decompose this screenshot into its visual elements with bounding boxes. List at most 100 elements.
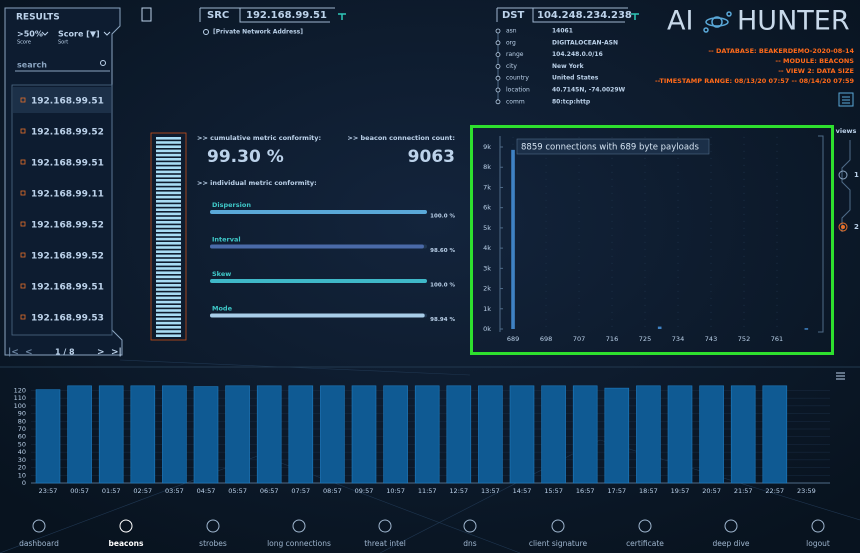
cumulative-label: >> cumulative metric conformity: [197, 134, 321, 142]
bar[interactable] [572, 385, 598, 484]
nav-item[interactable]: strobes [199, 539, 227, 548]
y-tick-label: 60 [18, 433, 26, 441]
filter-icon[interactable] [631, 13, 639, 20]
bar[interactable] [762, 385, 788, 484]
bar[interactable] [730, 385, 756, 484]
result-ip[interactable]: 192.168.99.52 [31, 128, 104, 138]
note-icon [203, 29, 209, 35]
meter-cell [156, 187, 181, 190]
y-tick-label: 20 [18, 464, 26, 472]
nav-icon[interactable] [378, 519, 392, 533]
result-ip[interactable]: 192.168.99.51 [31, 159, 104, 169]
meter-cell [156, 170, 181, 174]
bar[interactable] [383, 385, 408, 484]
search-input[interactable]: search [17, 61, 47, 70]
nav-item[interactable]: beacons [109, 539, 144, 548]
result-ip[interactable]: 192.168.99.51 [31, 97, 104, 107]
bar[interactable] [320, 385, 345, 484]
x-tick-label: 707 [573, 335, 585, 343]
result-ip[interactable]: 192.168.99.11 [31, 190, 104, 200]
bar[interactable] [288, 385, 314, 484]
nav-icon[interactable] [811, 519, 825, 533]
filter-icon[interactable] [338, 13, 346, 20]
nav-item[interactable]: certificate [626, 539, 664, 548]
result-ip[interactable]: 192.168.99.53 [31, 314, 104, 324]
bar[interactable] [667, 385, 693, 484]
results-title: RESULTS [16, 13, 60, 23]
bar[interactable] [414, 385, 440, 484]
x-tick-label: 17:57 [607, 487, 626, 495]
nav-item[interactable]: deep dive [712, 539, 749, 548]
field-value: 104.248.0.0/16 [552, 51, 603, 58]
bar[interactable] [509, 385, 535, 484]
list-icon[interactable] [838, 92, 854, 107]
nav-item[interactable]: dashboard [19, 539, 59, 548]
meter-cell [156, 204, 181, 207]
nav-icon[interactable] [551, 519, 565, 533]
meter-cell [156, 313, 181, 316]
meter-cell [156, 149, 181, 153]
bar[interactable] [162, 385, 187, 484]
meter-cell [156, 317, 181, 321]
filter[interactable]: Score [▼] [58, 30, 100, 39]
bar[interactable] [604, 387, 630, 484]
field-key: city [506, 63, 517, 70]
nav-item[interactable]: logout [806, 539, 830, 548]
pager-prev[interactable]: < [25, 348, 33, 358]
meter-cell [156, 158, 181, 161]
nav-icon[interactable] [119, 519, 133, 533]
bar[interactable] [67, 385, 92, 484]
nav-item[interactable]: dns [463, 539, 477, 548]
result-ip[interactable]: 192.168.99.52 [31, 221, 104, 231]
field-value: New York [552, 63, 585, 70]
bar[interactable] [98, 385, 124, 484]
pager-last[interactable]: >| [111, 348, 122, 358]
view-option[interactable] [838, 170, 848, 180]
pager-first[interactable]: |< [8, 348, 19, 358]
meter-cell [156, 296, 181, 300]
meter-cell [156, 309, 181, 312]
dst-frame [496, 7, 628, 23]
nav-icon[interactable] [463, 519, 477, 533]
nav-item[interactable]: long connections [267, 539, 331, 548]
result-ip[interactable]: 192.168.99.51 [31, 283, 104, 293]
metric-value: 98.94 % [430, 317, 455, 323]
filter[interactable]: >50% [17, 30, 43, 39]
y-tick-label: 50 [18, 440, 26, 448]
x-tick-label: 16:57 [576, 487, 595, 495]
pager-next[interactable]: > [97, 348, 105, 358]
db-icon[interactable] [141, 7, 152, 22]
bar[interactable] [478, 385, 503, 484]
bar[interactable] [256, 385, 282, 484]
nav-icon[interactable] [638, 519, 652, 533]
menu-icon[interactable] [836, 372, 845, 380]
bar[interactable] [35, 389, 61, 484]
meter-cell [156, 292, 181, 295]
bar[interactable] [636, 385, 661, 484]
y-tick-label: 1k [483, 305, 491, 313]
x-tick-label: 743 [705, 335, 717, 343]
bar[interactable] [193, 386, 219, 484]
nav-icon[interactable] [724, 519, 738, 533]
y-tick-label: 0 [22, 479, 26, 487]
views-rail [841, 140, 851, 232]
nav-icon[interactable] [292, 519, 306, 533]
bar[interactable] [446, 385, 472, 484]
bar[interactable] [130, 385, 156, 484]
bar[interactable] [351, 385, 377, 484]
x-tick-label: 761 [771, 335, 783, 343]
bar[interactable] [699, 385, 724, 484]
nav-item[interactable]: client signature [529, 539, 588, 548]
nav-icon[interactable] [32, 519, 46, 533]
x-tick-label: 01:57 [102, 487, 121, 495]
field-key: comm [506, 98, 525, 105]
metric-bar [210, 279, 427, 283]
result-ip[interactable]: 192.168.99.52 [31, 252, 104, 262]
nav-item[interactable]: threat intel [364, 539, 406, 548]
nav-icon[interactable] [206, 519, 220, 533]
x-tick-label: 12:57 [449, 487, 468, 495]
bar[interactable] [225, 385, 250, 484]
bar[interactable] [541, 385, 566, 484]
view-option[interactable] [838, 222, 848, 232]
